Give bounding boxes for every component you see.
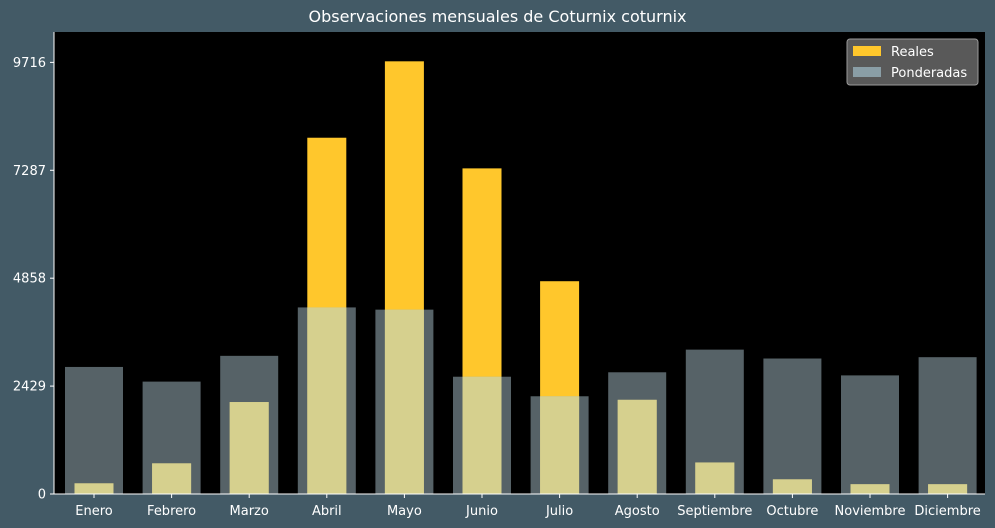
bar-overlap-mayo bbox=[384, 309, 424, 494]
bar-overlap-abril bbox=[307, 307, 347, 494]
x-tick-label: Marzo bbox=[230, 504, 269, 519]
x-tick-label: Septiembre bbox=[677, 504, 752, 519]
x-tick-label: Febrero bbox=[147, 504, 196, 519]
x-tick-label: Enero bbox=[75, 504, 113, 519]
bar-overlap-junio bbox=[462, 376, 502, 494]
bar-ponderadas-diciembre bbox=[918, 357, 977, 494]
axes-layer: 0 2429 4858 7287 9716 Enero Febrero Marzo Abril M… bbox=[13, 32, 985, 519]
legend-item-reales-swatch bbox=[853, 46, 881, 56]
y-tick-label: 0 bbox=[38, 488, 46, 503]
legend-item-ponderadas-swatch bbox=[853, 67, 881, 77]
bar-overlap-agosto bbox=[617, 399, 657, 494]
bars-layer bbox=[65, 61, 977, 495]
legend: Reales Ponderadas bbox=[846, 38, 979, 86]
y-tick-label: 4858 bbox=[13, 272, 46, 287]
bar-ponderadas-enero bbox=[65, 366, 123, 494]
y-tick-label: 7287 bbox=[13, 164, 46, 179]
bar-overlap-marzo bbox=[229, 402, 269, 494]
bar-ponderadas-octubre bbox=[763, 358, 822, 494]
x-tick-label: Junio bbox=[465, 504, 498, 519]
bar-overlap-enero bbox=[74, 483, 114, 494]
legend-item-ponderadas-label: Ponderadas bbox=[891, 66, 967, 81]
x-tick-label: Octubre bbox=[766, 504, 818, 519]
y-tick-label: 9716 bbox=[13, 56, 46, 71]
plot-area bbox=[54, 32, 985, 494]
bar-overlap-julio bbox=[540, 396, 580, 494]
y-tick-label: 2429 bbox=[13, 380, 46, 395]
bar-overlap-septiembre bbox=[695, 462, 735, 494]
bar-overlap-octubre bbox=[772, 479, 812, 494]
bar-overlap-febrero bbox=[152, 463, 192, 494]
x-tick-label: Abril bbox=[312, 504, 342, 519]
x-tick-label: Mayo bbox=[387, 504, 422, 519]
chart-title: Observaciones mensuales de Coturnix cotu… bbox=[308, 7, 687, 26]
x-tick-label: Agosto bbox=[615, 504, 660, 519]
bar-overlap-diciembre bbox=[928, 484, 968, 494]
x-tick-label: Diciembre bbox=[914, 504, 980, 519]
x-tick-label: Julio bbox=[545, 504, 573, 519]
x-tick-label: Noviembre bbox=[835, 504, 906, 519]
bar-ponderadas-noviembre bbox=[841, 375, 899, 494]
legend-item-reales-label: Reales bbox=[891, 45, 934, 60]
bar-overlap-noviembre bbox=[850, 484, 890, 494]
